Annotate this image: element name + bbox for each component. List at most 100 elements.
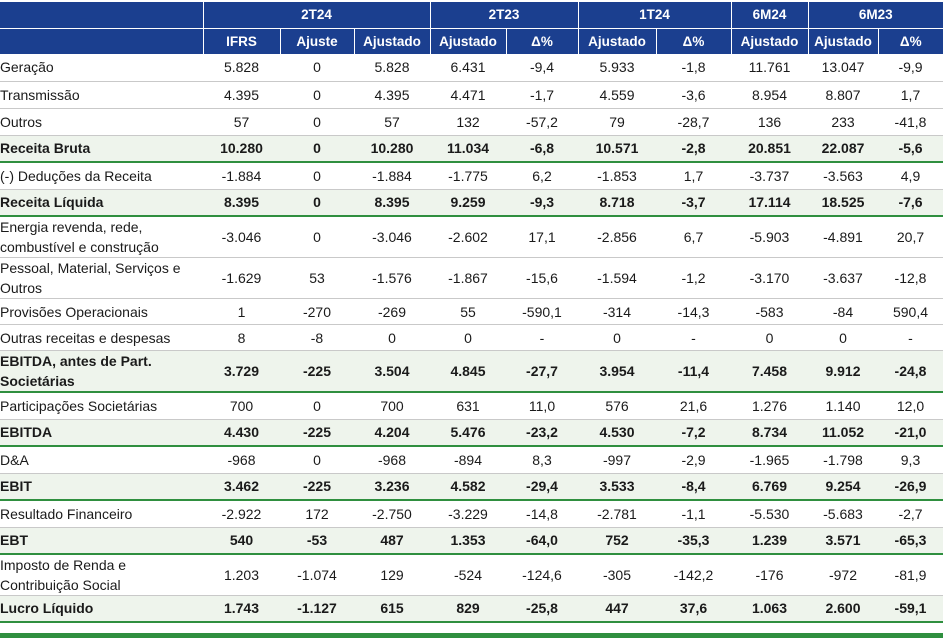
row-label: Pessoal, Material, Serviços e Outros — [0, 257, 203, 299]
cell: -3.563 — [808, 162, 878, 190]
table-row: Energia revenda, rede, combustível e con… — [0, 216, 943, 258]
cell: -25,8 — [506, 595, 578, 623]
period-header-row: 2T24 2T23 1T24 6M24 6M23 — [0, 2, 943, 29]
row-label: Energia revenda, rede, combustível e con… — [0, 216, 203, 258]
subtotal-row: EBT 540 -53 487 1.353 -64,0 752 -35,3 1.… — [0, 527, 943, 555]
cell: -1,8 — [656, 54, 731, 82]
cell: 5.828 — [203, 54, 280, 82]
cell: 129 — [354, 554, 430, 596]
cell: 4,9 — [878, 162, 943, 190]
cell: -225 — [280, 350, 354, 393]
cell: -997 — [578, 446, 656, 474]
cell: 9.259 — [430, 189, 506, 217]
cell: 9.254 — [808, 473, 878, 501]
cell: 37,6 — [656, 595, 731, 623]
cell: 20,7 — [878, 216, 943, 258]
cell: -53 — [280, 527, 354, 555]
cell: 22.087 — [808, 135, 878, 163]
column-header: Ajuste — [279, 28, 354, 54]
row-label: Receita Bruta — [0, 135, 203, 163]
column-header: Ajustado — [429, 28, 506, 54]
cell: -583 — [731, 298, 808, 325]
cell: 132 — [430, 108, 506, 136]
cell: -3.046 — [354, 216, 430, 258]
cell: -1.594 — [578, 257, 656, 299]
row-label: Imposto de Renda e Contribuição Social — [0, 554, 203, 596]
cell: -2.922 — [203, 500, 280, 528]
column-header: Δ% — [655, 28, 731, 54]
cell: 5.828 — [354, 54, 430, 82]
cell: 10.280 — [354, 135, 430, 163]
cell: -5.903 — [731, 216, 808, 258]
cell: 3.236 — [354, 473, 430, 501]
cell: -8 — [280, 324, 354, 351]
cell: -176 — [731, 554, 808, 596]
cell: 53 — [280, 257, 354, 299]
cell: 1.743 — [203, 595, 280, 623]
cell: 8.395 — [354, 189, 430, 217]
cell: 7.458 — [731, 350, 808, 393]
cell: -1.884 — [354, 162, 430, 190]
row-label: (-) Deduções da Receita — [0, 162, 203, 190]
cell: -1,2 — [656, 257, 731, 299]
cell: -5.530 — [731, 500, 808, 528]
cell: -524 — [430, 554, 506, 596]
cell: - — [878, 324, 943, 351]
cell: 3.571 — [808, 527, 878, 555]
period-header-6m23: 6M23 — [807, 2, 943, 29]
column-header: Ajustado — [577, 28, 656, 54]
income-statement-table: 2T24 2T23 1T24 6M24 6M23 IFRS Ajuste Aju… — [0, 2, 943, 623]
cell: 1.203 — [203, 554, 280, 596]
cell: 11.034 — [430, 135, 506, 163]
column-header-row: IFRS Ajuste Ajustado Ajustado Δ% Ajustad… — [0, 28, 943, 54]
cell: 57 — [203, 108, 280, 136]
cell: -305 — [578, 554, 656, 596]
cell: -1.867 — [430, 257, 506, 299]
cell: 0 — [280, 446, 354, 474]
cell: -81,9 — [878, 554, 943, 596]
cell: 700 — [354, 392, 430, 420]
cell: -23,2 — [506, 419, 578, 447]
period-header-2t23: 2T23 — [429, 2, 578, 29]
cell: 12,0 — [878, 392, 943, 420]
subtotal-row: Receita Líquida 8.395 0 8.395 9.259 -9,3… — [0, 189, 943, 217]
cell: 172 — [280, 500, 354, 528]
table-row: Outras receitas e despesas 8 -8 0 0 - 0 … — [0, 324, 943, 351]
cell: -6,8 — [506, 135, 578, 163]
cell: 1 — [203, 298, 280, 325]
cell: 8.734 — [731, 419, 808, 447]
cell: 3.504 — [354, 350, 430, 393]
cell: -3.170 — [731, 257, 808, 299]
cell: -64,0 — [506, 527, 578, 555]
cell: 8.718 — [578, 189, 656, 217]
cell: 8.807 — [808, 81, 878, 109]
cell: -225 — [280, 473, 354, 501]
cell: 18.525 — [808, 189, 878, 217]
cell: -14,8 — [506, 500, 578, 528]
row-label: Lucro Líquido — [0, 595, 203, 623]
cell: 11,0 — [506, 392, 578, 420]
cell: 4.582 — [430, 473, 506, 501]
subtotal-row: Receita Bruta 10.280 0 10.280 11.034 -6,… — [0, 135, 943, 163]
cell: -9,9 — [878, 54, 943, 82]
cell: 615 — [354, 595, 430, 623]
row-label: Outras receitas e despesas — [0, 324, 203, 351]
cell: -7,2 — [656, 419, 731, 447]
column-header: Ajustado — [353, 28, 430, 54]
cell: 0 — [280, 162, 354, 190]
table-row: Provisões Operacionais 1 -270 -269 55 -5… — [0, 298, 943, 325]
period-header-6m24: 6M24 — [730, 2, 808, 29]
cell: 136 — [731, 108, 808, 136]
cell: 79 — [578, 108, 656, 136]
cell: 21,6 — [656, 392, 731, 420]
row-label: Outros — [0, 108, 203, 136]
cell: -3,7 — [656, 189, 731, 217]
cell: 3.729 — [203, 350, 280, 393]
cell: 17.114 — [731, 189, 808, 217]
cell: -314 — [578, 298, 656, 325]
cell: 8,3 — [506, 446, 578, 474]
cell: -65,3 — [878, 527, 943, 555]
cell: -2.781 — [578, 500, 656, 528]
cell: -968 — [203, 446, 280, 474]
cell: 6.431 — [430, 54, 506, 82]
